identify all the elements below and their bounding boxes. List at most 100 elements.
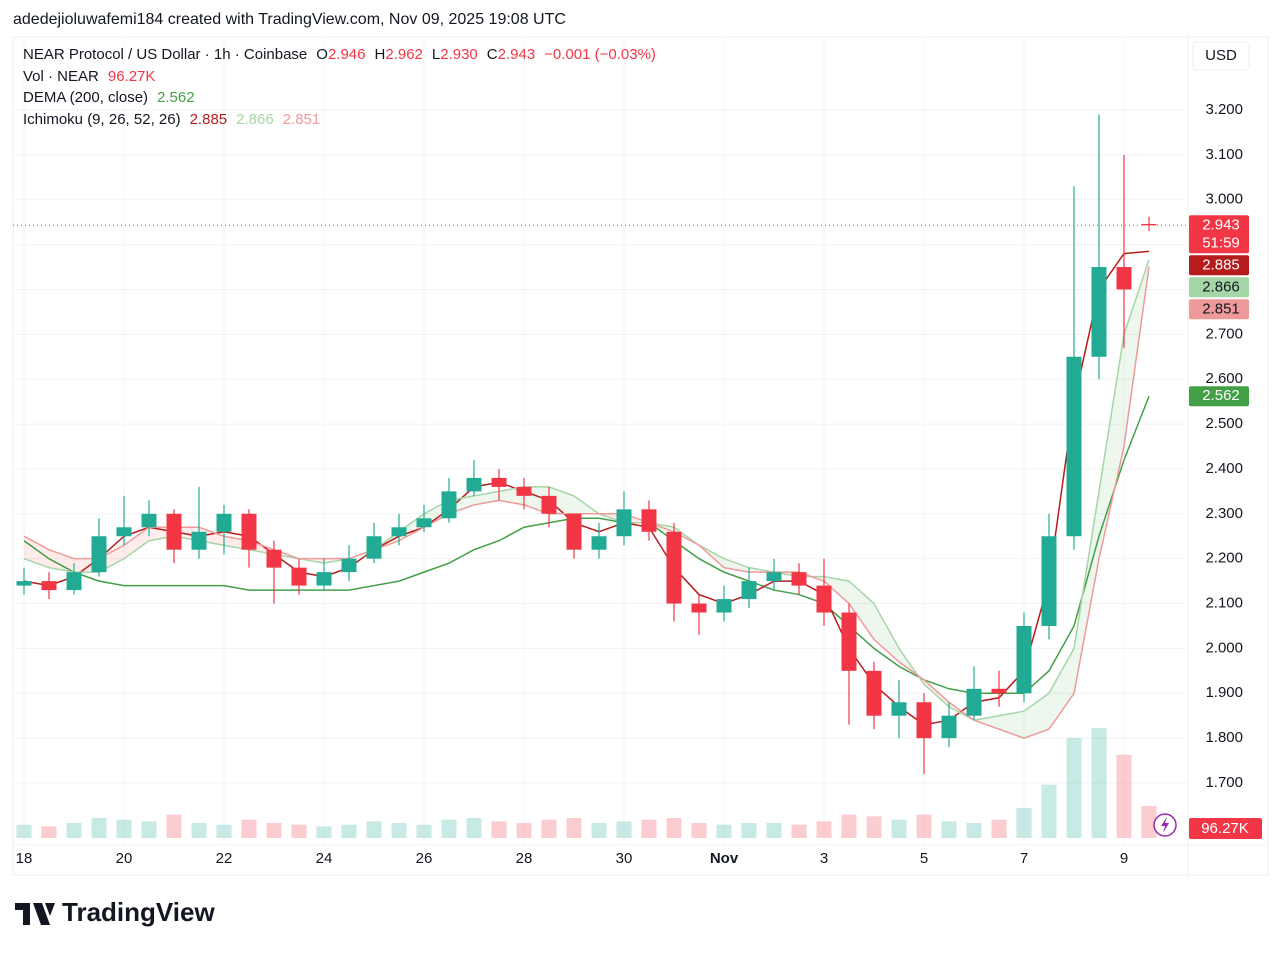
candle-body [16, 581, 32, 586]
volume-bar [241, 819, 257, 838]
x-tick-label: 30 [616, 850, 633, 867]
volume-bar [191, 823, 207, 838]
candle-body [1041, 536, 1057, 626]
candle-body [616, 509, 632, 537]
candle-body [391, 527, 407, 537]
legend-row: Vol · NEAR 96.27K [23, 68, 155, 85]
ichimoku-cloud [1099, 334, 1124, 559]
volume-bar [441, 819, 457, 838]
candle-body [216, 513, 232, 532]
candle-body [916, 702, 932, 739]
currency[interactable]: USD [1205, 47, 1237, 64]
attribution: adedejioluwafemi184 created with Trading… [13, 11, 566, 28]
candle-body [1091, 267, 1107, 357]
x-tick-label: Nov [710, 850, 739, 867]
indicator-line [23, 395, 1150, 695]
ichimoku-cloud [924, 679, 949, 707]
volume-bar [66, 823, 82, 838]
volume-bar [891, 819, 907, 838]
ohlc-value: 2.930 [440, 46, 478, 63]
candle-body [441, 491, 457, 519]
candle-body [941, 715, 957, 739]
y-tick-label: 2.500 [1205, 415, 1243, 432]
volume-bar [666, 818, 682, 838]
indicator-line [23, 259, 1150, 721]
legend-row: Ichimoku (9, 26, 52, 26) 2.885 2.866 2.851 [23, 111, 320, 128]
y-tick-label: 2.700 [1205, 325, 1243, 342]
y-tick-label: 1.800 [1205, 729, 1243, 746]
price-badge [1189, 277, 1249, 298]
price-badge-label: 2.866 [1202, 278, 1240, 295]
volume-bar [641, 819, 657, 838]
candle-body [641, 509, 657, 532]
volume-bar [791, 824, 807, 838]
ichimoku-cloud [49, 549, 74, 573]
volume-bar [141, 821, 157, 838]
volume-bar [741, 823, 757, 838]
price-badge [1189, 386, 1249, 407]
frame [12, 36, 1269, 876]
candle-body [41, 581, 57, 591]
candle-body [66, 572, 82, 591]
ohlc-label: L [432, 46, 440, 63]
ohlc-label: H [375, 46, 386, 63]
volume-bar [491, 821, 507, 838]
ohlc-label: C [487, 46, 498, 63]
candle-body [291, 567, 307, 586]
candle-body [141, 513, 157, 528]
candle-body [366, 536, 382, 559]
candle-body [491, 477, 507, 487]
candle-body [591, 536, 607, 550]
x-tick-label: 3 [820, 850, 828, 867]
ichimoku-value: 2.851 [283, 111, 321, 128]
ichimoku-cloud [849, 581, 874, 640]
lightning-icon [1161, 817, 1169, 833]
candle-body [991, 688, 1007, 694]
volume-badge-label: 96.27K [1201, 820, 1249, 837]
candle-body [1116, 267, 1132, 290]
volume-bar [866, 816, 882, 838]
candle-body [116, 527, 132, 537]
candle-body [841, 612, 857, 671]
candle-body [316, 572, 332, 586]
legend-row: NEAR Protocol / US Dollar · 1h · Coinbas… [23, 46, 656, 63]
price-change: −0.001 (−0.03%) [544, 46, 656, 63]
candle-body [966, 688, 982, 716]
price-badge-label: 2.885 [1202, 256, 1240, 273]
currency-button[interactable] [1192, 41, 1250, 71]
candle-body [541, 495, 557, 514]
candle-body [516, 486, 532, 496]
y-tick-label: 2.200 [1205, 550, 1243, 567]
candle-body [1141, 223, 1157, 226]
volume-bar [416, 824, 432, 838]
x-tick-label: 26 [416, 850, 433, 867]
volume-legend: Vol · NEAR [23, 68, 99, 85]
y-tick-label: 2.600 [1205, 370, 1243, 387]
candle-body [691, 603, 707, 613]
ohlc-value: 2.962 [385, 46, 423, 63]
volume-bar [391, 823, 407, 838]
symbol-title: NEAR Protocol / US Dollar · 1h · Coinbas… [23, 46, 307, 63]
y-tick-label: 3.200 [1205, 101, 1243, 118]
volume-bar [466, 818, 482, 838]
candle-body [1066, 356, 1082, 537]
volume-bar [716, 824, 732, 838]
x-tick-label: 18 [16, 850, 33, 867]
volume-bar [166, 814, 182, 838]
volume-bar [766, 823, 782, 838]
volume-bar [1041, 784, 1057, 838]
ichimoku-cloud [1074, 491, 1099, 694]
candle-body [241, 513, 257, 550]
volume-bar [1066, 738, 1082, 838]
x-tick-label: 24 [316, 850, 333, 867]
candle-body [716, 599, 732, 613]
volume-bar [591, 823, 607, 838]
price-badge [1189, 299, 1249, 320]
dema-legend: DEMA (200, close) [23, 89, 148, 106]
volume-bar [1091, 728, 1107, 838]
y-tick-label: 2.300 [1205, 505, 1243, 522]
volume-bar [966, 823, 982, 838]
volume-bar [1016, 808, 1032, 838]
volume-bar [366, 821, 382, 838]
